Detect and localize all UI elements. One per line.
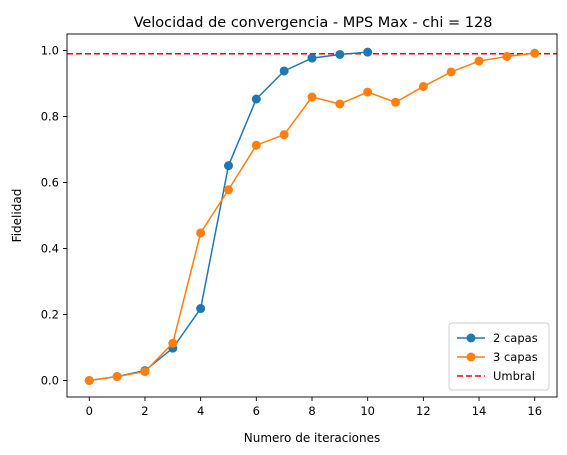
series-layer bbox=[84, 47, 540, 385]
data-point bbox=[84, 376, 94, 385]
data-point bbox=[502, 51, 512, 61]
y-tick-label: 0.2 bbox=[41, 308, 59, 322]
data-point bbox=[363, 87, 373, 97]
x-axis-ticks: 0 2 4 6 8 10 12 14 16 bbox=[86, 397, 542, 418]
x-tick-label: 16 bbox=[527, 404, 542, 418]
data-point bbox=[112, 372, 122, 382]
legend-entry: 2 capas bbox=[457, 331, 538, 345]
x-tick-label: 2 bbox=[141, 404, 148, 418]
y-tick-label: 0.6 bbox=[41, 176, 59, 190]
legend-marker bbox=[466, 333, 476, 343]
data-point bbox=[307, 53, 317, 63]
data-point bbox=[335, 49, 345, 59]
data-point bbox=[279, 130, 289, 140]
legend-label: 2 capas bbox=[493, 331, 538, 345]
legend-entry: 3 capas bbox=[457, 350, 538, 364]
data-point bbox=[474, 56, 484, 66]
y-tick-label: 0.8 bbox=[41, 110, 59, 124]
data-point bbox=[279, 66, 289, 76]
data-point bbox=[530, 48, 540, 58]
legend-entry: Umbral bbox=[457, 369, 535, 383]
data-point bbox=[168, 338, 178, 348]
chart-title: Velocidad de convergencia - MPS Max - ch… bbox=[134, 15, 493, 31]
y-axis-label: Fidelidad bbox=[10, 189, 24, 243]
x-tick-label: 14 bbox=[472, 404, 487, 418]
data-point bbox=[223, 161, 233, 171]
x-tick-label: 10 bbox=[360, 404, 375, 418]
legend-marker bbox=[466, 352, 476, 362]
data-point bbox=[335, 99, 345, 109]
data-point bbox=[391, 97, 401, 107]
x-tick-label: 0 bbox=[86, 404, 93, 418]
x-tick-label: 4 bbox=[197, 404, 204, 418]
y-tick-label: 0.4 bbox=[41, 242, 59, 256]
x-tick-label: 8 bbox=[308, 404, 315, 418]
x-tick-label: 12 bbox=[416, 404, 431, 418]
data-point bbox=[251, 94, 261, 104]
data-point bbox=[140, 367, 150, 377]
data-point bbox=[196, 228, 206, 238]
legend-label: Umbral bbox=[493, 369, 535, 383]
series-2 bbox=[84, 48, 540, 385]
legend: 2 capas 3 capas Umbral bbox=[448, 322, 550, 391]
data-point bbox=[446, 67, 456, 77]
y-tick-label: 0.0 bbox=[41, 374, 59, 388]
legend-label: 3 capas bbox=[493, 350, 538, 364]
data-point bbox=[223, 185, 233, 195]
data-point bbox=[307, 92, 317, 102]
y-tick-label: 1.0 bbox=[41, 44, 59, 58]
data-point bbox=[418, 81, 428, 91]
data-point bbox=[196, 304, 206, 314]
x-tick-label: 6 bbox=[253, 404, 260, 418]
data-point bbox=[363, 47, 373, 57]
y-axis-ticks: 0.0 0.2 0.4 0.6 0.8 1.0 bbox=[41, 44, 67, 388]
x-axis-label: Numero de iteraciones bbox=[244, 431, 381, 445]
data-point bbox=[251, 140, 261, 150]
